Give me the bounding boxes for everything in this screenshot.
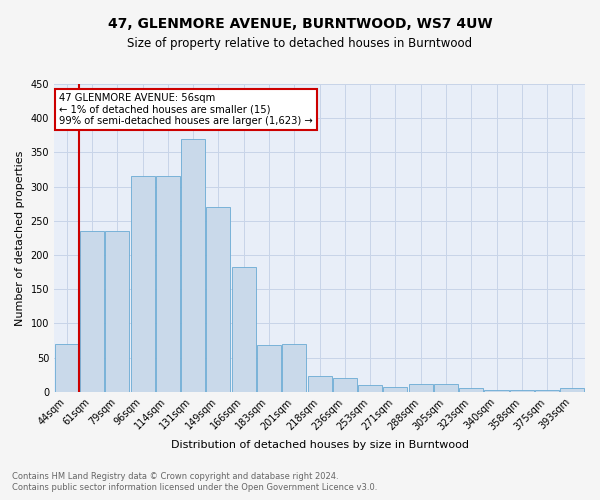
Text: Contains HM Land Registry data © Crown copyright and database right 2024.: Contains HM Land Registry data © Crown c… (12, 472, 338, 481)
Bar (80, 231, 104, 392)
Bar (308, 376, 332, 392)
Text: 47, GLENMORE AVENUE, BURNTWOOD, WS7 4UW: 47, GLENMORE AVENUE, BURNTWOOD, WS7 4UW (107, 18, 493, 32)
Bar (484, 390, 509, 392)
Bar (181, 138, 205, 392)
Bar (105, 231, 129, 392)
Bar (206, 207, 230, 392)
Bar (409, 384, 433, 392)
Y-axis label: Number of detached properties: Number of detached properties (15, 150, 25, 326)
Text: 47 GLENMORE AVENUE: 56sqm
← 1% of detached houses are smaller (15)
99% of semi-d: 47 GLENMORE AVENUE: 56sqm ← 1% of detach… (59, 93, 313, 126)
Bar (434, 384, 458, 392)
X-axis label: Distribution of detached houses by size in Burntwood: Distribution of detached houses by size … (170, 440, 469, 450)
Bar (156, 176, 180, 392)
Bar (535, 390, 559, 392)
Bar (383, 387, 407, 392)
Text: Contains public sector information licensed under the Open Government Licence v3: Contains public sector information licen… (12, 484, 377, 492)
Bar (510, 390, 534, 392)
Bar (282, 344, 306, 392)
Bar (232, 266, 256, 392)
Bar (358, 385, 382, 392)
Bar (55, 344, 79, 392)
Bar (333, 378, 357, 392)
Bar (257, 346, 281, 392)
Bar (459, 388, 483, 392)
Bar (131, 176, 155, 392)
Bar (560, 388, 584, 392)
Text: Size of property relative to detached houses in Burntwood: Size of property relative to detached ho… (127, 38, 473, 51)
